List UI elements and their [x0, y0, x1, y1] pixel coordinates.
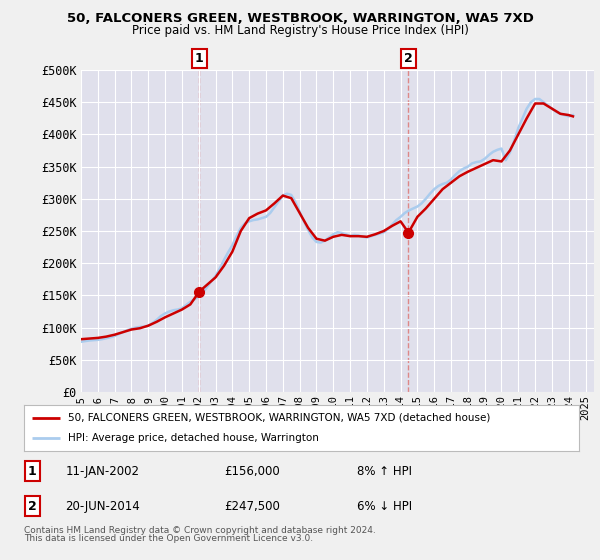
Text: 2: 2: [404, 52, 413, 65]
Text: £156,000: £156,000: [224, 465, 280, 478]
Text: 11-JAN-2002: 11-JAN-2002: [65, 465, 140, 478]
Text: 20-JUN-2014: 20-JUN-2014: [65, 500, 140, 512]
Text: 50, FALCONERS GREEN, WESTBROOK, WARRINGTON, WA5 7XD: 50, FALCONERS GREEN, WESTBROOK, WARRINGT…: [67, 12, 533, 25]
Text: This data is licensed under the Open Government Licence v3.0.: This data is licensed under the Open Gov…: [24, 534, 313, 543]
Text: 6% ↓ HPI: 6% ↓ HPI: [357, 500, 412, 512]
Text: 1: 1: [195, 52, 203, 65]
Text: Price paid vs. HM Land Registry's House Price Index (HPI): Price paid vs. HM Land Registry's House …: [131, 24, 469, 36]
Text: 50, FALCONERS GREEN, WESTBROOK, WARRINGTON, WA5 7XD (detached house): 50, FALCONERS GREEN, WESTBROOK, WARRINGT…: [68, 413, 491, 423]
Text: Contains HM Land Registry data © Crown copyright and database right 2024.: Contains HM Land Registry data © Crown c…: [24, 526, 376, 535]
Text: 1: 1: [28, 465, 37, 478]
Text: HPI: Average price, detached house, Warrington: HPI: Average price, detached house, Warr…: [68, 433, 319, 443]
Text: 8% ↑ HPI: 8% ↑ HPI: [357, 465, 412, 478]
Text: 2: 2: [28, 500, 37, 512]
Text: £247,500: £247,500: [224, 500, 280, 512]
